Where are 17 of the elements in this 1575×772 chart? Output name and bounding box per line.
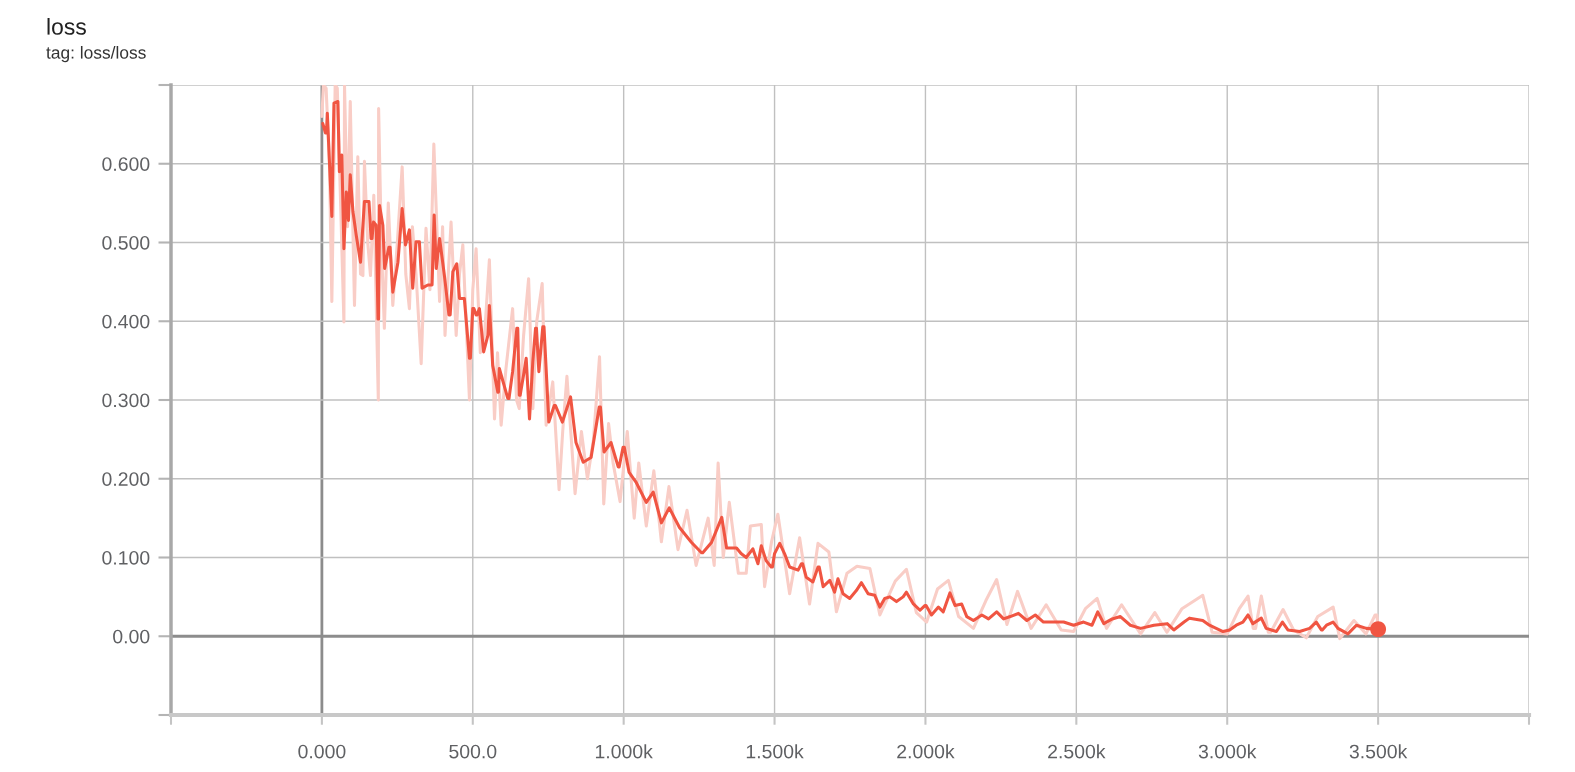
- x-tick-label: 2.000k: [897, 744, 955, 759]
- x-tick-label: 3.000k: [1198, 744, 1257, 759]
- y-tick-label: 0.200: [102, 472, 150, 486]
- chart-title: loss: [47, 18, 86, 35]
- x-tick-label: 3.500k: [1349, 744, 1408, 759]
- x-tick-label: 1.000k: [595, 744, 653, 759]
- x-tick-label: 2.500k: [1048, 744, 1106, 759]
- y-tick-label: 0.600: [102, 157, 150, 171]
- y-tick-label: 0.400: [102, 314, 150, 329]
- x-tick-label: 1.500k: [746, 744, 804, 759]
- x-tick-label: 0.000: [298, 744, 346, 759]
- y-tick-label: 0.300: [102, 393, 150, 408]
- chart-subtitle: tag: loss/loss: [46, 46, 146, 63]
- y-tick-label: 0.100: [102, 550, 150, 565]
- y-tick-label: 0.500: [102, 235, 150, 250]
- y-tick-label: 0.00: [113, 629, 150, 644]
- x-tick-label: 500.0: [449, 744, 497, 759]
